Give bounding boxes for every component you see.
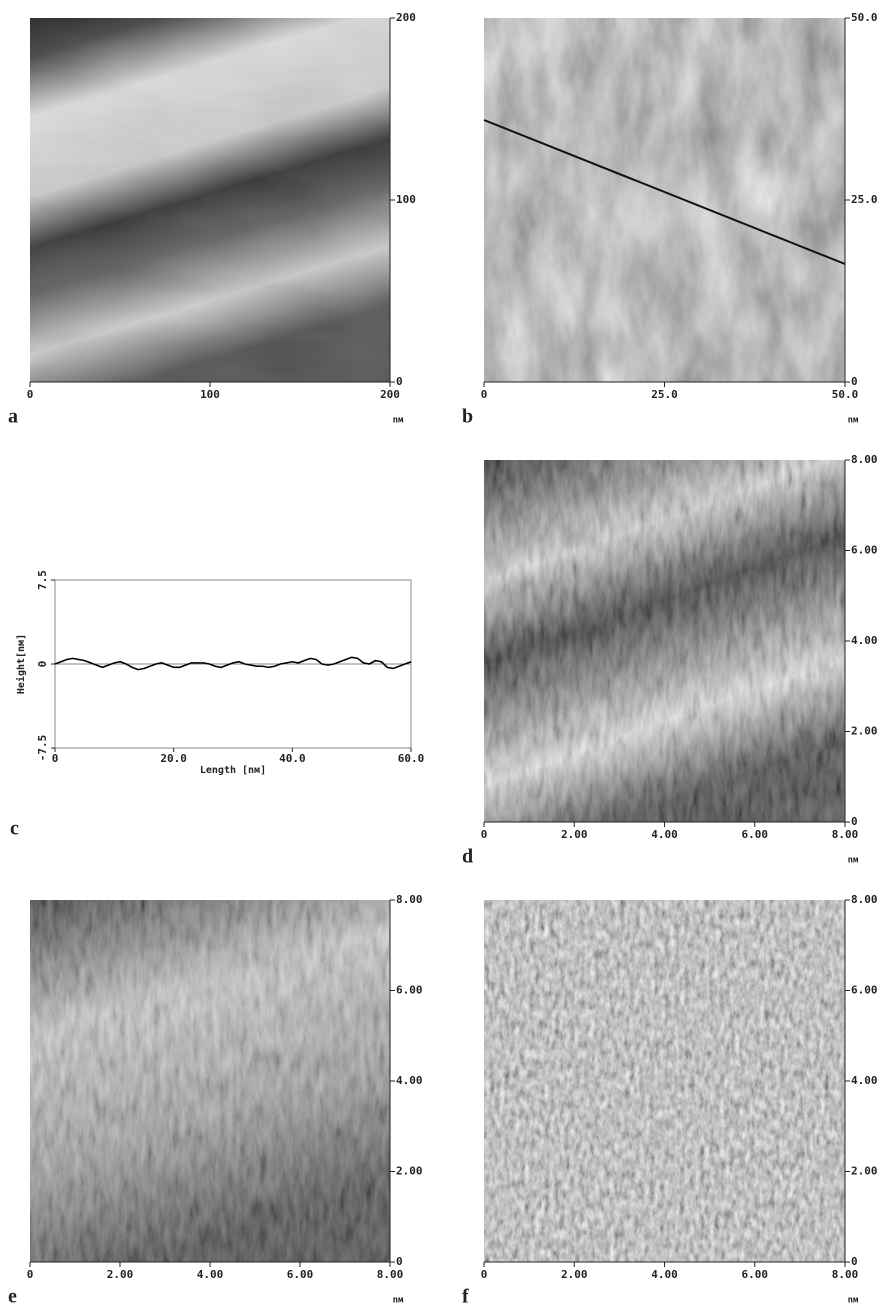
unit-label: nм xyxy=(393,416,404,426)
x-tick-label: 6.00 xyxy=(742,1268,769,1281)
x-tick-label: 40.0 xyxy=(279,752,306,765)
y-tick-label: 8.00 xyxy=(851,453,878,466)
x-tick-label: 0 xyxy=(52,752,59,765)
y-tick-label: 6.00 xyxy=(851,544,878,557)
y-tick-label: 4.00 xyxy=(851,634,878,647)
x-tick-label: 2.00 xyxy=(561,1268,588,1281)
y-tick-label: 50.0 xyxy=(851,11,878,24)
x-tick-label: 0 xyxy=(481,1268,488,1281)
panel-letter: e xyxy=(8,1286,17,1306)
y-tick-label: 0 xyxy=(396,375,403,388)
panel-letter: c xyxy=(10,818,19,840)
y-tick-label: 2.00 xyxy=(396,1165,423,1178)
x-tick-label: 60.0 xyxy=(398,752,425,765)
y-tick-label: 8.00 xyxy=(851,893,878,906)
y-tick-label: 0 xyxy=(36,661,49,668)
y-tick-label: 4.00 xyxy=(396,1074,423,1087)
afm-image-e xyxy=(30,900,390,1262)
x-tick-label: 0 xyxy=(481,828,488,841)
y-tick-label: 7.5 xyxy=(36,570,49,590)
x-tick-label: 50.0 xyxy=(832,388,859,401)
y-tick-label: 25.0 xyxy=(851,193,878,206)
y-tick-label: 6.00 xyxy=(851,984,878,997)
x-tick-label: 2.00 xyxy=(561,828,588,841)
y-tick-label: 0 xyxy=(851,375,858,388)
afm-image-d xyxy=(484,460,845,822)
y-tick-label: 0 xyxy=(396,1255,403,1268)
unit-label: nм xyxy=(393,1296,404,1306)
afm-image-b xyxy=(483,18,846,382)
profile-line xyxy=(54,656,412,671)
y-tick-label: 200 xyxy=(396,11,416,24)
unit-label: nм xyxy=(848,1296,859,1306)
panel-letter: d xyxy=(462,846,473,868)
x-tick-label: 200 xyxy=(380,388,400,401)
x-tick-label: 0 xyxy=(481,388,488,401)
x-tick-label: 8.00 xyxy=(832,1268,859,1281)
y-tick-label: 4.00 xyxy=(851,1074,878,1087)
x-tick-label: 6.00 xyxy=(287,1268,314,1281)
panel-letter: a xyxy=(8,406,18,428)
x-tick-label: 4.00 xyxy=(651,828,678,841)
y-tick-label: 8.00 xyxy=(396,893,423,906)
y-axis-label: Height[nм] xyxy=(15,634,27,694)
x-tick-label: 100 xyxy=(200,388,220,401)
y-tick-label: 2.00 xyxy=(851,1165,878,1178)
y-tick-label: 2.00 xyxy=(851,725,878,738)
x-tick-label: 6.00 xyxy=(742,828,769,841)
panel-letter: b xyxy=(462,406,473,428)
x-tick-label: 20.0 xyxy=(160,752,187,765)
y-tick-label: 0 xyxy=(851,1255,858,1268)
x-tick-label: 0 xyxy=(27,388,34,401)
unit-label: nм xyxy=(848,856,859,866)
afm-image-f xyxy=(484,900,845,1262)
x-tick-label: 8.00 xyxy=(377,1268,404,1281)
x-tick-label: 25.0 xyxy=(651,388,678,401)
x-tick-label: 4.00 xyxy=(651,1268,678,1281)
y-tick-label: -7.5 xyxy=(36,735,49,762)
y-tick-label: 100 xyxy=(396,193,416,206)
unit-label: nм xyxy=(848,416,859,426)
x-axis-label: Length [nм] xyxy=(200,765,266,776)
panel-letter: f xyxy=(462,1286,469,1306)
x-tick-label: 0 xyxy=(27,1268,34,1281)
y-tick-label: 6.00 xyxy=(396,984,423,997)
x-tick-label: 4.00 xyxy=(197,1268,224,1281)
x-tick-label: 8.00 xyxy=(832,828,859,841)
y-tick-label: 0 xyxy=(851,815,858,828)
afm-image-a xyxy=(30,18,390,382)
x-tick-label: 2.00 xyxy=(107,1268,134,1281)
